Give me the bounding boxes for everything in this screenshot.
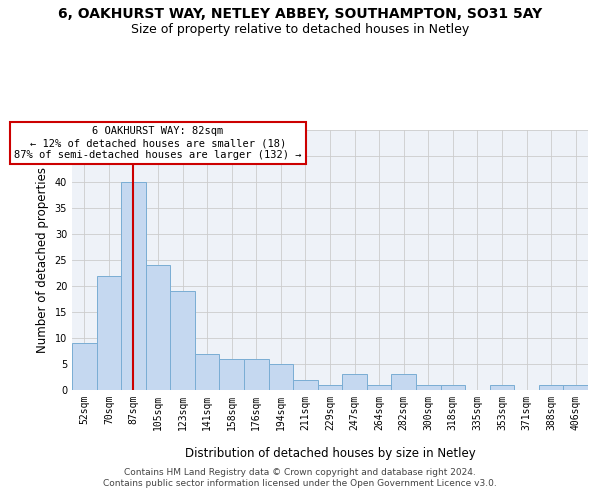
Bar (146, 265, 170, 390)
Bar (416, 385, 440, 390)
Bar (170, 291, 195, 390)
Text: Size of property relative to detached houses in Netley: Size of property relative to detached ho… (131, 22, 469, 36)
Bar (490, 385, 514, 390)
Bar (244, 359, 269, 390)
Text: 6 OAKHURST WAY: 82sqm
← 12% of detached houses are smaller (18)
87% of semi-deta: 6 OAKHURST WAY: 82sqm ← 12% of detached … (14, 126, 302, 160)
Text: 6, OAKHURST WAY, NETLEY ABBEY, SOUTHAMPTON, SO31 5AY: 6, OAKHURST WAY, NETLEY ABBEY, SOUTHAMPT… (58, 8, 542, 22)
Bar (539, 385, 563, 390)
Bar (293, 380, 318, 390)
Bar (220, 359, 244, 390)
Text: Contains HM Land Registry data © Crown copyright and database right 2024.
Contai: Contains HM Land Registry data © Crown c… (103, 468, 497, 487)
Bar (342, 374, 367, 390)
Y-axis label: Number of detached properties: Number of detached properties (36, 167, 49, 353)
Bar (72, 343, 97, 390)
Bar (97, 276, 121, 390)
Bar (195, 354, 220, 390)
Bar (391, 374, 416, 390)
Bar (318, 385, 342, 390)
Bar (440, 385, 465, 390)
Bar (367, 385, 391, 390)
Text: Distribution of detached houses by size in Netley: Distribution of detached houses by size … (185, 448, 475, 460)
Bar (563, 385, 588, 390)
Bar (121, 182, 146, 390)
Bar (269, 364, 293, 390)
